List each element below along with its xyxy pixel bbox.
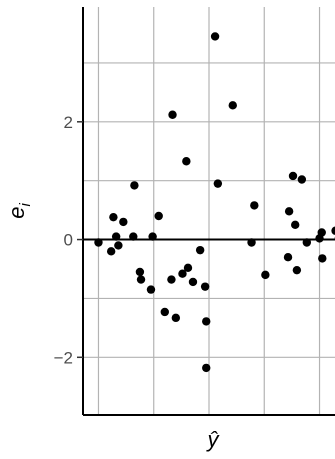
- data-point: [297, 175, 307, 184]
- data-point: [202, 363, 211, 373]
- y-tick-label: 0: [64, 231, 73, 250]
- data-point: [183, 263, 193, 273]
- data-point: [250, 201, 259, 210]
- data-point: [109, 212, 118, 222]
- data-point: [318, 254, 327, 263]
- y-axis-title-main: e: [4, 207, 29, 219]
- data-point: [210, 32, 220, 41]
- y-axis-title-subscript: i: [17, 203, 34, 207]
- data-points: [94, 32, 335, 373]
- data-point: [213, 179, 223, 188]
- data-point: [154, 211, 163, 221]
- data-point: [317, 228, 326, 237]
- data-point: [228, 101, 237, 110]
- data-point: [146, 285, 156, 294]
- data-point: [188, 277, 198, 287]
- data-point: [130, 181, 139, 190]
- data-point: [247, 238, 256, 247]
- data-point: [160, 307, 169, 317]
- data-point: [167, 275, 176, 284]
- y-tick-label: −2: [54, 348, 73, 367]
- data-point: [182, 157, 191, 166]
- data-point: [136, 275, 146, 284]
- data-point: [178, 269, 187, 278]
- data-point: [292, 265, 302, 275]
- data-point: [284, 207, 294, 216]
- data-point: [288, 171, 298, 181]
- data-point: [171, 313, 181, 323]
- y-tick-label: 2: [64, 113, 73, 132]
- data-point: [111, 232, 121, 241]
- data-point: [291, 220, 300, 230]
- data-point: [148, 232, 157, 241]
- data-point: [129, 232, 138, 241]
- data-point: [283, 253, 293, 262]
- data-point: [94, 238, 103, 247]
- y-axis-ticks: −2 0 2: [54, 113, 83, 367]
- data-point: [135, 267, 145, 277]
- x-axis-title: ŷ: [206, 427, 221, 452]
- y-axis-title: ei: [4, 203, 34, 219]
- data-point: [119, 217, 128, 227]
- data-point: [114, 241, 123, 250]
- data-point: [168, 110, 177, 119]
- data-point: [106, 247, 116, 256]
- data-point: [202, 317, 211, 326]
- data-point: [331, 226, 335, 235]
- data-point: [195, 245, 205, 255]
- data-point: [200, 282, 210, 291]
- data-point: [302, 238, 312, 247]
- data-point: [261, 270, 270, 280]
